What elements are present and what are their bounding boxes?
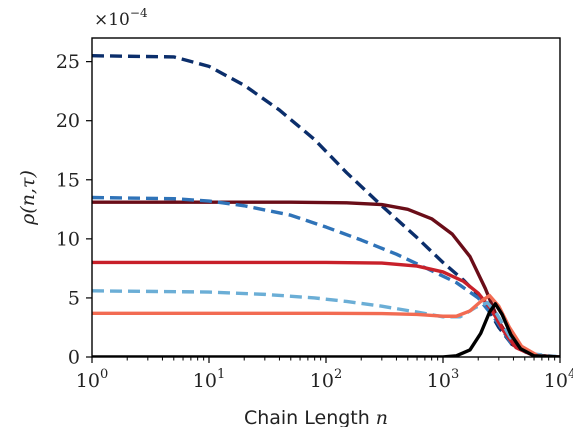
y-scale-base: ×10	[94, 10, 130, 30]
y-tick-label: 0	[68, 347, 80, 369]
y-axis-title: ρ(n,τ)	[17, 170, 39, 226]
y-axis: 0 5 10 15 20 25	[56, 51, 92, 369]
x-tick-label: 101	[193, 367, 225, 392]
series-line-6	[92, 293, 560, 357]
y-scale-label: ×10−4	[94, 6, 148, 30]
x-tick-label: 100	[76, 367, 108, 392]
y-scale-exponent: −4	[130, 6, 148, 20]
y-tick-label: 25	[56, 51, 80, 73]
y-tick-label: 20	[56, 110, 80, 132]
x-axis-title-var: n	[376, 407, 388, 427]
series-line-3	[92, 195, 560, 357]
series-layer	[92, 54, 560, 357]
x-tick-label: 104	[544, 367, 573, 392]
x-axis-title: Chain Length n	[244, 407, 388, 427]
x-axis: 100 101 102 103 104	[76, 357, 573, 392]
y-tick-label: 5	[68, 287, 80, 309]
y-tick-label: 10	[56, 228, 80, 250]
x-axis-title-text: Chain Length	[244, 407, 370, 427]
x-tick-label: 102	[310, 367, 342, 392]
series-line-7	[92, 302, 560, 357]
x-tick-label: 103	[427, 367, 459, 392]
y-tick-label: 15	[56, 169, 80, 191]
